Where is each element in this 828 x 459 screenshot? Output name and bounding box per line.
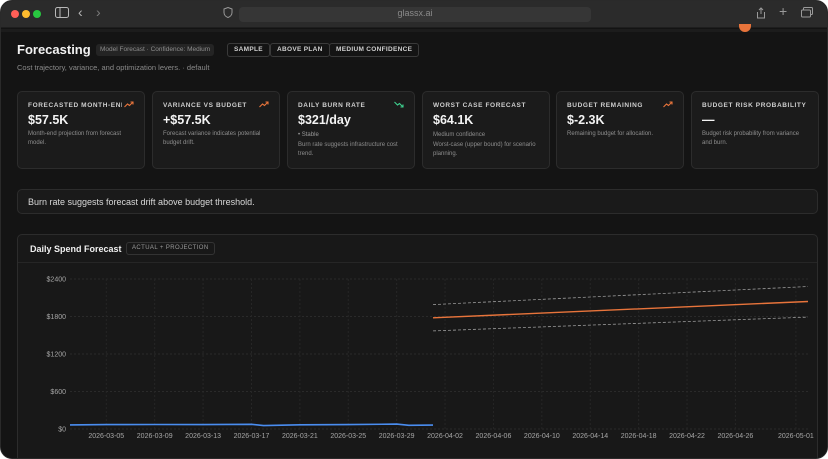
- card-description: Remaining budget for allocation.: [567, 131, 654, 137]
- trend-down-icon: [394, 100, 404, 110]
- kpi-card-budget-remaining[interactable]: BUDGET REMAINING $-2.3K Remaining budget…: [556, 91, 684, 169]
- card-label: BUDGET REMAINING: [567, 102, 644, 109]
- top-edge-strip: [1, 29, 827, 32]
- kpi-card-variance[interactable]: VARIANCE VS BUDGET +$57.5K Forecast vari…: [152, 91, 280, 169]
- x-tick-label: 2026-03-21: [282, 433, 318, 440]
- x-tick-label: 2026-04-02: [427, 433, 463, 440]
- card-description: Burn rate suggests infrastructure cost t…: [298, 142, 398, 157]
- y-tick-label: $600: [50, 389, 66, 396]
- card-label: WORST CASE FORECAST: [433, 102, 527, 109]
- chart-title: Daily Spend Forecast: [30, 244, 122, 254]
- card-label: BUDGET RISK PROBABILITY: [702, 102, 807, 109]
- model-confidence-tag: Model Forecast · Confidence: Medium: [96, 44, 215, 56]
- page-subtitle: Cost trajectory, variance, and optimizat…: [17, 63, 210, 72]
- spend-chart[interactable]: $2400 $1800 $1200 $600 $0 2026-03-05 2026-03-0…: [18, 235, 819, 459]
- maximize-window-button[interactable]: [33, 10, 41, 18]
- x-tick-label: 2026-03-05: [88, 433, 124, 440]
- card-value: $321/day: [298, 113, 351, 127]
- card-label: VARIANCE VS BUDGET: [163, 102, 247, 109]
- y-tick-label: $0: [58, 427, 66, 434]
- card-description: Month-end projection from forecast model…: [28, 131, 122, 146]
- back-icon[interactable]: ‹: [78, 4, 83, 20]
- kpi-card-worst-case[interactable]: WORST CASE FORECAST $64.1K Medium confid…: [422, 91, 550, 169]
- y-tick-label: $2400: [47, 277, 67, 284]
- x-tick-label: 2026-03-17: [234, 433, 270, 440]
- chart-panel-header: Daily Spend Forecast ACTUAL + PROJECTION: [18, 235, 817, 263]
- card-description: Forecast variance indicates potential bu…: [163, 131, 261, 146]
- x-tick-label: 2026-03-29: [379, 433, 415, 440]
- sample-badge: SAMPLE: [227, 43, 270, 57]
- confidence-label: Medium confidence: [433, 132, 486, 138]
- x-tick-label: 2026-03-25: [330, 433, 366, 440]
- lower-bound-line: [432, 316, 809, 332]
- card-label: DAILY BURN RATE: [298, 102, 366, 109]
- trend-up-icon: [124, 100, 134, 110]
- chart-mode-badge: ACTUAL + PROJECTION: [126, 242, 215, 255]
- forward-icon[interactable]: ›: [96, 4, 101, 20]
- y-tick-label: $1200: [47, 352, 67, 359]
- avatar[interactable]: [739, 24, 751, 32]
- card-value: —: [702, 113, 715, 127]
- upper-bound-line: [432, 286, 809, 305]
- stable-indicator: • Stable: [298, 132, 319, 138]
- browser-titlebar: ‹ › glassx.ai +: [1, 1, 827, 28]
- card-value: $64.1K: [433, 113, 474, 127]
- address-bar[interactable]: glassx.ai: [239, 7, 591, 22]
- alert-text: Burn rate suggests forecast drift above …: [28, 197, 255, 207]
- tabs-overview-icon[interactable]: [801, 7, 813, 21]
- new-tab-icon[interactable]: +: [779, 3, 788, 19]
- minimize-window-button[interactable]: [22, 10, 30, 18]
- x-tick-label: 2026-04-18: [621, 433, 657, 440]
- page-content: Forecasting Model Forecast · Confidence:…: [1, 24, 827, 459]
- x-tick-label: 2026-04-22: [669, 433, 705, 440]
- x-tick-label: 2026-04-06: [476, 433, 512, 440]
- x-tick-label: 2026-03-13: [185, 433, 221, 440]
- card-description: Budget risk probability from variance an…: [702, 131, 800, 146]
- above-plan-badge: ABOVE PLAN: [270, 43, 330, 57]
- kpi-card-risk-probability[interactable]: BUDGET RISK PROBABILITY — Budget risk pr…: [691, 91, 819, 169]
- confidence-badge: MEDIUM CONFIDENCE: [329, 43, 420, 57]
- address-text: glassx.ai: [397, 8, 433, 18]
- card-label: FORECASTED MONTH-END SPEND: [28, 102, 122, 109]
- y-tick-label: $1800: [47, 314, 67, 321]
- trend-up-icon: [259, 100, 269, 110]
- x-tick-label: 2026-04-14: [572, 433, 608, 440]
- trend-up-icon: [663, 100, 673, 110]
- share-icon[interactable]: [756, 7, 766, 22]
- actual-spend-line: [69, 423, 434, 427]
- card-value: +$57.5K: [163, 113, 211, 127]
- card-value: $57.5K: [28, 113, 69, 127]
- x-tick-label: 2026-04-26: [718, 433, 754, 440]
- x-tick-label: 2026-03-09: [137, 433, 173, 440]
- card-value: $-2.3K: [567, 113, 605, 127]
- x-tick-label: 2026-05-01: [778, 433, 814, 440]
- page-title: Forecasting: [17, 42, 91, 57]
- kpi-card-forecasted-spend[interactable]: FORECASTED MONTH-END SPEND $57.5K Month-…: [17, 91, 145, 169]
- card-description: Worst-case (upper bound) for scenario pl…: [433, 142, 536, 157]
- projection-line: [432, 300, 809, 319]
- sidebar-toggle-icon[interactable]: [55, 7, 69, 21]
- close-window-button[interactable]: [11, 10, 19, 18]
- forecast-alert: Burn rate suggests forecast drift above …: [17, 189, 818, 214]
- kpi-card-burn-rate[interactable]: DAILY BURN RATE $321/day • Stable Burn r…: [287, 91, 415, 169]
- shield-icon[interactable]: [223, 6, 233, 21]
- daily-spend-chart-panel: Daily Spend Forecast ACTUAL + PROJECTION…: [17, 234, 819, 459]
- x-tick-label: 2026-04-10: [524, 433, 560, 440]
